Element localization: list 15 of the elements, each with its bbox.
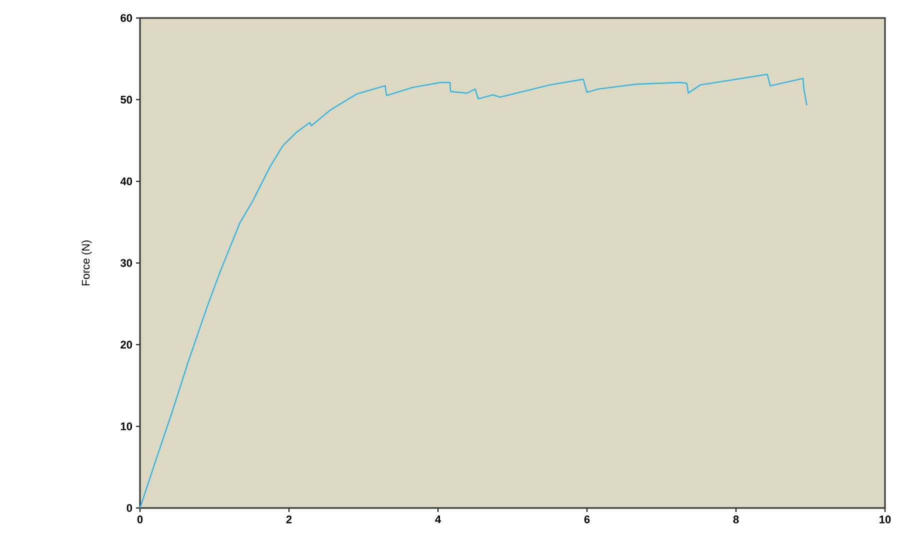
y-tick-label: 30 — [120, 259, 132, 267]
y-tick-label: 20 — [120, 340, 132, 349]
y-tick-label: 10 — [120, 422, 132, 430]
y-tick-label: 0 — [126, 504, 132, 512]
y-tick-label: 40 — [120, 177, 132, 186]
y-tick-label: 60 — [120, 14, 132, 22]
x-tick-label: 8 — [733, 516, 739, 524]
x-tick-label: 4 — [435, 516, 441, 524]
y-tick-label: 50 — [120, 96, 132, 104]
y-axis-title: Force (N) — [82, 240, 92, 286]
x-tick-label: 2 — [286, 516, 292, 524]
x-tick-label: 10 — [880, 516, 891, 524]
line-series — [139, 74, 808, 509]
x-tick-label: 6 — [584, 516, 590, 524]
x-tick-label: 0 — [137, 516, 143, 524]
